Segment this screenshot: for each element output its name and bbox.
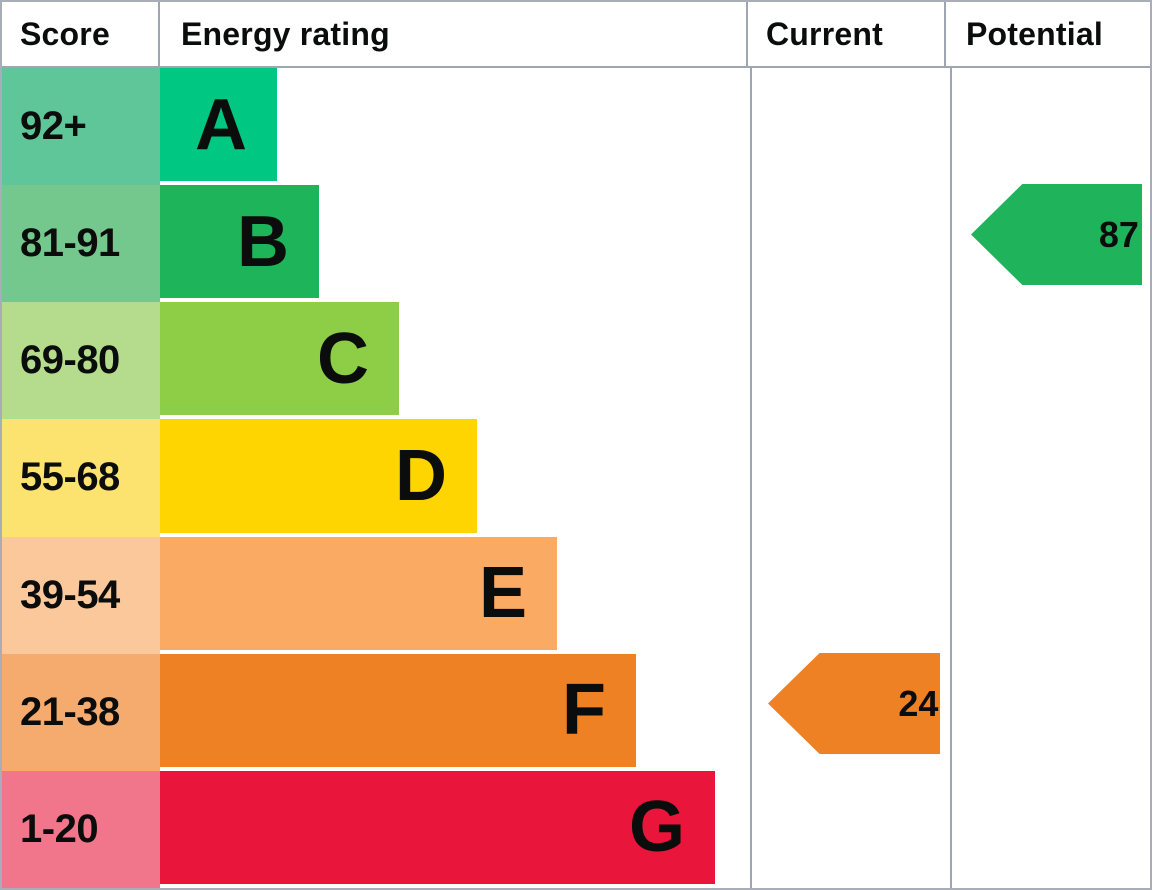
band-row-a: 92+ A xyxy=(2,68,1150,186)
energy-bar-g: G xyxy=(160,770,715,884)
band-row-e: 39-54 E xyxy=(2,536,1150,654)
band-row-c: 69-80 C xyxy=(2,302,1150,420)
band-row-g: 1-20 G xyxy=(2,770,1150,888)
potential-column-divider xyxy=(950,68,952,888)
score-cell-e: 39-54 xyxy=(2,536,160,654)
score-range-d: 55-68 xyxy=(20,455,120,500)
score-cell-d: 55-68 xyxy=(2,419,160,537)
header-current: Current xyxy=(748,2,946,66)
table-header-row: Score Energy rating Current Potential xyxy=(2,2,1150,68)
band-row-f: 21-38 F xyxy=(2,653,1150,771)
potential-rating-label: 87 B xyxy=(1098,213,1142,255)
current-rating-label: 24 F xyxy=(898,682,971,724)
energy-bar-b: B xyxy=(160,185,319,299)
header-energy-rating: Energy rating xyxy=(160,2,748,66)
score-range-a: 92+ xyxy=(20,104,87,149)
band-letter-a: A xyxy=(195,84,247,165)
score-range-c: 69-80 xyxy=(20,338,120,383)
band-letter-b: B xyxy=(237,201,289,282)
energy-bar-f: F xyxy=(160,653,636,767)
score-range-b: 81-91 xyxy=(20,221,120,266)
band-row-b: 81-91 B xyxy=(2,185,1150,303)
band-letter-d: D xyxy=(395,435,447,516)
header-potential: Potential xyxy=(966,15,1103,52)
band-letter-g: G xyxy=(628,787,685,868)
score-cell-b: 81-91 xyxy=(2,185,160,303)
score-cell-f: 21-38 xyxy=(2,653,160,771)
current-column-divider xyxy=(750,68,752,888)
energy-bar-e: E xyxy=(160,536,557,650)
score-range-e: 39-54 xyxy=(20,572,120,617)
band-letter-f: F xyxy=(562,670,606,751)
energy-bar-d: D xyxy=(160,419,477,533)
score-cell-c: 69-80 xyxy=(2,302,160,420)
band-row-d: 55-68 D xyxy=(2,419,1150,537)
score-range-g: 1-20 xyxy=(20,806,99,851)
energy-bar-a: A xyxy=(160,68,277,182)
header-score: Score xyxy=(2,2,160,66)
chart-body: 92+ A 81-91 B 69-80 C 55-68 xyxy=(2,68,1150,888)
energy-bar-c: C xyxy=(160,302,399,416)
score-cell-g: 1-20 xyxy=(2,770,160,888)
score-cell-a: 92+ xyxy=(2,68,160,186)
band-letter-e: E xyxy=(478,553,527,634)
band-letter-c: C xyxy=(317,318,369,399)
score-range-f: 21-38 xyxy=(20,689,120,734)
